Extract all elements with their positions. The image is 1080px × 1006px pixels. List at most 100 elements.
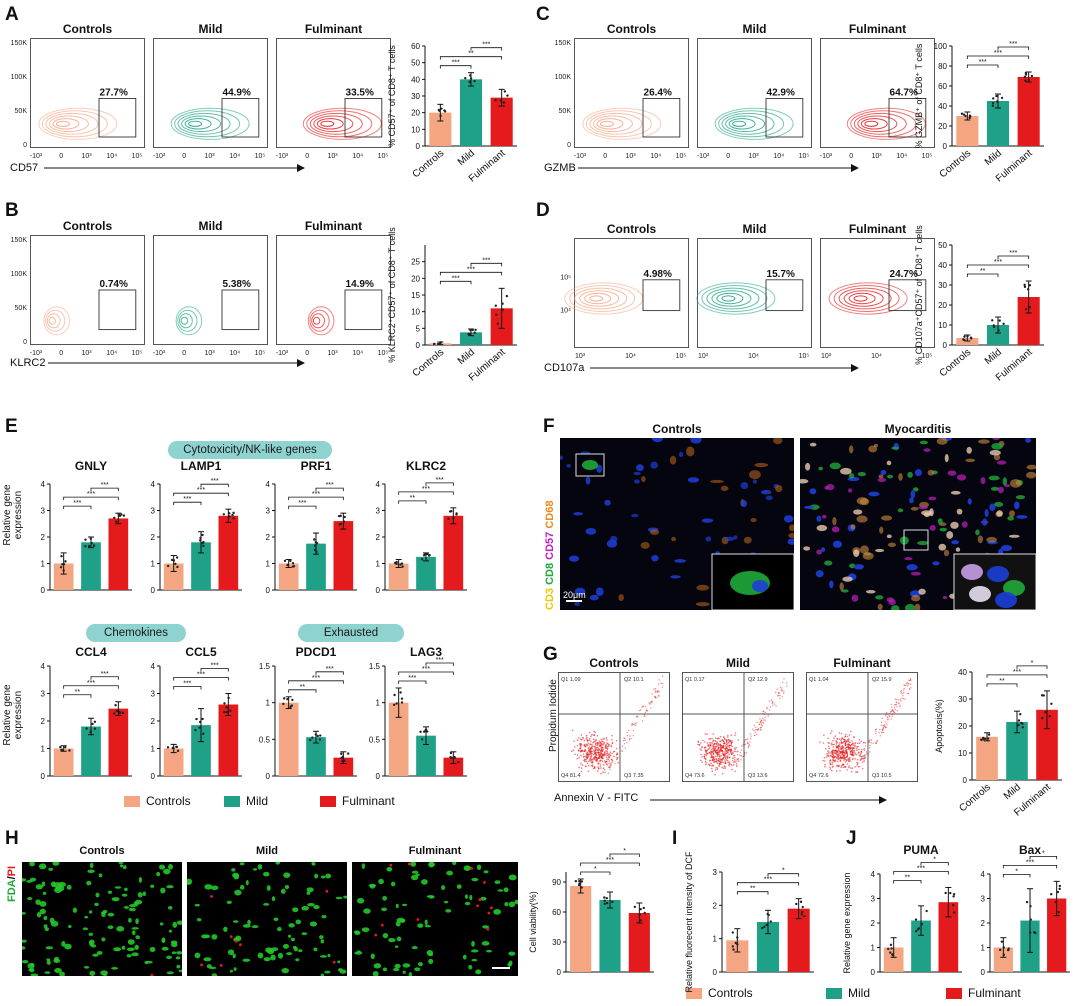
chart-title: PRF1 xyxy=(301,459,332,473)
gate-percent: 14.9% xyxy=(346,279,374,290)
y-axis-label: Apoptosis(%) xyxy=(934,699,944,753)
data-point xyxy=(232,511,235,515)
cell xyxy=(606,539,618,548)
bar-fulminant xyxy=(218,515,239,590)
cell xyxy=(989,503,996,511)
chart-title: CCL4 xyxy=(75,645,107,659)
live-cell xyxy=(35,899,41,905)
cell xyxy=(982,518,988,526)
sig-label: *** xyxy=(87,680,95,687)
data-point xyxy=(995,94,998,98)
data-point xyxy=(422,730,426,733)
bar-controls xyxy=(956,116,979,146)
chart-title: LAG3 xyxy=(410,645,442,659)
y-tick-label: 3 xyxy=(871,895,876,904)
y-tick-label: 0 xyxy=(376,586,381,595)
data-point xyxy=(1044,710,1047,714)
data-point xyxy=(343,759,346,762)
live-cell xyxy=(386,866,393,872)
live-cell xyxy=(132,930,136,936)
y-tick-label: 1 xyxy=(376,560,381,569)
bar-fulminant xyxy=(108,708,129,776)
live-cell xyxy=(43,924,48,929)
data-point xyxy=(1028,931,1032,934)
live-cell xyxy=(122,865,127,870)
cell xyxy=(749,470,761,480)
y-tick-label: 4 xyxy=(266,480,271,489)
live-cell xyxy=(123,906,130,909)
sig-label: *** xyxy=(211,478,219,485)
live-cell xyxy=(129,904,137,908)
data-point xyxy=(286,563,289,567)
chart-title: KLRC2 xyxy=(406,459,446,473)
live-cell xyxy=(114,886,122,889)
data-point xyxy=(201,717,204,721)
cell xyxy=(898,473,903,481)
data-point xyxy=(395,562,398,566)
live-cell xyxy=(394,963,401,969)
cell xyxy=(821,514,827,519)
cell xyxy=(701,518,714,523)
live-cell xyxy=(58,881,66,888)
cell xyxy=(990,486,1000,491)
cell xyxy=(918,588,926,595)
sig-bracket xyxy=(893,880,922,884)
live-cell xyxy=(426,949,434,956)
sig-label: *** xyxy=(994,50,1002,57)
flow-plot-mild: 5.38% -10³ 0 10³ 10⁴ 10⁵ xyxy=(153,235,268,357)
y-tick-label: 1 xyxy=(151,745,156,754)
cell xyxy=(633,471,641,476)
sig-label: ** xyxy=(980,268,986,275)
live-cell xyxy=(196,918,202,922)
y-tick-label: 150K xyxy=(11,40,28,47)
bar-controls xyxy=(388,702,409,776)
cell xyxy=(943,549,950,557)
live-cell xyxy=(320,875,326,879)
cell xyxy=(944,454,949,463)
y-tick-label: 0 xyxy=(567,142,571,149)
x-tick-label: 10⁴ xyxy=(871,353,882,360)
cell xyxy=(816,549,823,555)
data-point xyxy=(401,565,404,568)
live-cell xyxy=(463,865,471,871)
data-point xyxy=(960,112,964,115)
sig-label: ** xyxy=(999,678,1005,685)
live-cell xyxy=(176,920,182,925)
y-tick-label: 0 xyxy=(41,772,46,781)
sig-label: *** xyxy=(197,487,205,494)
data-point xyxy=(1023,285,1027,289)
live-cell xyxy=(135,918,139,925)
pill-cytotoxicity: Cytotoxicity/NK-like genes xyxy=(168,441,332,459)
sig-label: *** xyxy=(326,482,334,489)
g-scatter-fulminant: Q1 1.04 Q2 15.9 Q4 72.6 Q3 10.5 xyxy=(806,672,918,782)
data-point xyxy=(890,947,893,950)
x-tick-label: 10⁵ xyxy=(799,153,810,160)
data-point xyxy=(282,697,286,700)
cell xyxy=(853,549,860,557)
live-cell xyxy=(252,868,258,871)
live-cell xyxy=(410,862,417,867)
live-cell xyxy=(159,922,164,926)
live-cell xyxy=(381,907,387,912)
cell xyxy=(848,488,853,493)
cell xyxy=(919,440,928,445)
cell xyxy=(818,466,823,471)
cell xyxy=(890,605,900,610)
live-cell xyxy=(392,967,400,972)
sig-bracket xyxy=(966,64,999,68)
data-point xyxy=(172,559,176,562)
flow-title-controls: Controls xyxy=(606,222,657,236)
panel-label-h: H xyxy=(5,828,19,849)
live-cell xyxy=(137,892,143,898)
y-tick-label: 60 xyxy=(411,42,420,51)
x-tick-label: 0 xyxy=(59,350,63,357)
x-tick-label: -10³ xyxy=(276,350,289,357)
h-image-fulminant xyxy=(352,862,518,976)
live-cell xyxy=(464,901,471,906)
cell xyxy=(993,453,1001,461)
data-point xyxy=(469,328,472,332)
live-cell xyxy=(426,895,435,898)
